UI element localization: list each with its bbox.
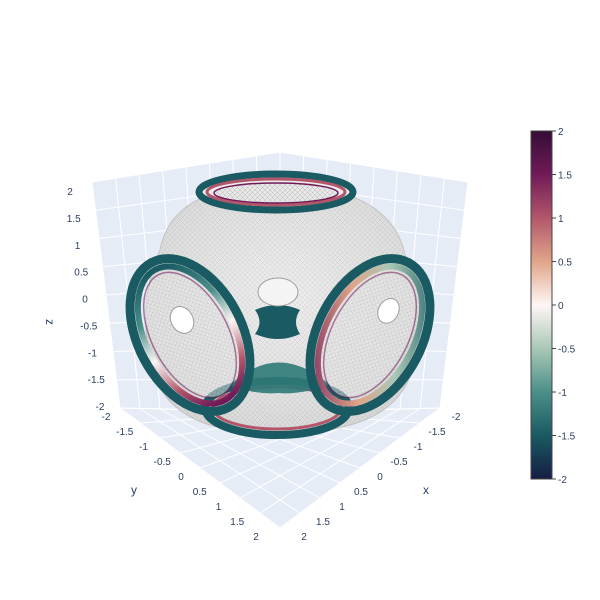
colorbar-tick-label: -1.5 [558, 432, 576, 443]
x-tick-label: 0.5 [354, 487, 368, 498]
z-tick-label: -1.5 [88, 375, 106, 386]
z-tick-label: 2 [67, 187, 73, 198]
gridline [119, 407, 281, 529]
gridline [239, 408, 401, 499]
x-tick-label: 1.5 [316, 517, 330, 528]
z-tick-label: -1 [88, 348, 97, 359]
colorbar-ticks: 2 1.5 1 0.5 0 -0.5 -1 -1.5 -2 [552, 127, 576, 486]
y-tick-label: 0.5 [193, 487, 207, 498]
surface-trace[interactable] [106, 170, 455, 439]
colorbar[interactable]: 2 1.5 1 0.5 0 -0.5 -1 -1.5 -2 [530, 127, 576, 486]
ring-left [125, 254, 255, 416]
z-tick-label: -0.5 [80, 321, 98, 332]
y-tick-label: 1.5 [230, 517, 244, 528]
gridline [439, 181, 469, 409]
colorbar-tick-label: 1.5 [558, 171, 572, 182]
z-tick-label: 0 [82, 295, 88, 306]
z-tick-label: 0.5 [74, 268, 88, 279]
ring-top-inner [213, 182, 339, 204]
x-tick-label: -2 [452, 412, 461, 423]
y-tick-label: 0 [178, 472, 184, 483]
z-axis-title: z [43, 319, 57, 325]
surface-inner-hole [257, 277, 299, 307]
x-axis-ticks: -2 -1.5 -1 -0.5 0 0.5 1 1.5 2 [301, 412, 461, 543]
x-tick-label: -1 [414, 442, 423, 453]
gridline [259, 408, 421, 514]
y-tick-label: -1.5 [116, 427, 134, 438]
pane-floor [120, 408, 440, 528]
x-tick-label: 1 [339, 502, 345, 513]
surface-inner-neck [255, 305, 300, 339]
y-tick-label: -2 [102, 412, 111, 423]
x-axis-title: x [423, 483, 429, 497]
y-axis-ticks: -2 -1.5 -1 -0.5 0 0.5 1 1.5 2 [102, 412, 260, 543]
z-tick-label: -2 [96, 402, 105, 413]
colorbar-tick-label: 0 [558, 301, 564, 312]
surface-lower-saddle [230, 362, 330, 394]
y-tick-label: 2 [253, 532, 259, 543]
colorbar-tick-label: 2 [558, 127, 564, 138]
ring-top-middle [205, 177, 347, 207]
colorbar-bar [530, 130, 553, 480]
colorbar-tick-label: -2 [558, 475, 567, 486]
y-tick-label: -1 [139, 442, 148, 453]
colorbar-tick-label: 0.5 [558, 258, 572, 269]
z-tick-label: 1.5 [67, 214, 81, 225]
x-tick-label: 2 [301, 532, 307, 543]
y-tick-label: 1 [216, 502, 222, 513]
gridline [279, 407, 441, 529]
ring-right [305, 254, 435, 416]
x-tick-label: 0 [377, 472, 383, 483]
colorbar-tick-label: 1 [558, 214, 564, 225]
z-tick-label: 1 [75, 241, 81, 252]
y-axis-title: y [131, 483, 137, 497]
x-tick-label: -1.5 [428, 427, 446, 438]
colorbar-tick-label: -1 [558, 388, 567, 399]
y-tick-label: -0.5 [154, 457, 172, 468]
z-axis-ticks: -2 -1.5 -1 -0.5 0 0.5 1 1.5 2 [67, 187, 106, 413]
colorbar-tick-label: -0.5 [558, 345, 576, 356]
gridline [139, 408, 301, 514]
x-tick-label: -0.5 [390, 457, 408, 468]
gridline [159, 408, 321, 499]
